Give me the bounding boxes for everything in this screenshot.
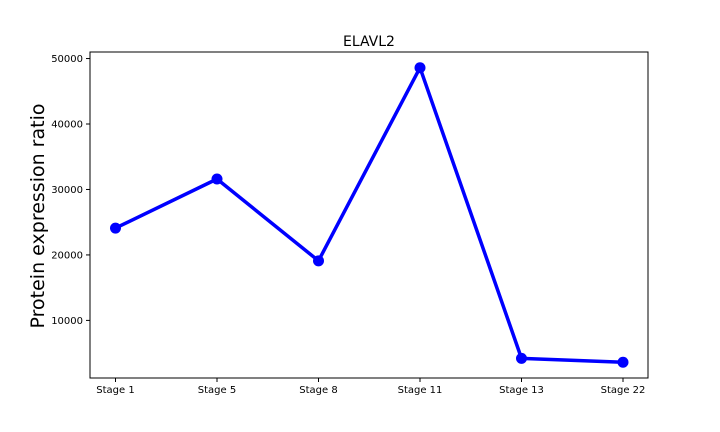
x-tick-label: Stage 11 xyxy=(398,385,443,396)
chart-title: ELAVL2 xyxy=(343,34,395,50)
plot-frame xyxy=(89,51,649,379)
y-tick-label: 50000 xyxy=(51,54,83,65)
x-tick-label: Stage 5 xyxy=(198,385,236,396)
y-tick-label: 30000 xyxy=(51,185,83,196)
data-point xyxy=(414,62,426,74)
y-tick-label: 20000 xyxy=(51,250,83,261)
x-tick-label: Stage 22 xyxy=(601,385,646,396)
y-axis-label: Protein expression ratio xyxy=(27,104,49,329)
data-point xyxy=(617,356,629,368)
x-tick-label: Stage 13 xyxy=(499,385,544,396)
plot-area: 10000 20000 30000 40000 50000 Stage 1 Stage 5 S… xyxy=(51,51,649,396)
y-tick-label: 40000 xyxy=(51,120,83,131)
data-point xyxy=(110,222,121,234)
data-point xyxy=(211,173,223,185)
x-tick-label: Stage 8 xyxy=(299,385,337,396)
x-tick-label: Stage 1 xyxy=(96,385,134,396)
y-tick-label: 10000 xyxy=(51,316,83,327)
data-point xyxy=(313,255,324,267)
data-point xyxy=(516,352,527,364)
series-line xyxy=(114,65,624,365)
